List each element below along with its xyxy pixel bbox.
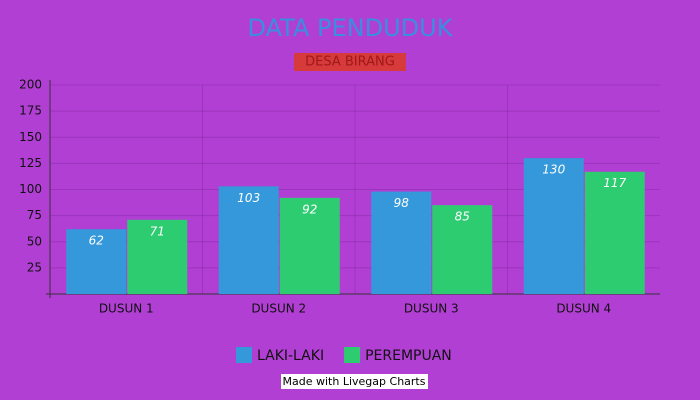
chart-title: DATA PENDUDUK: [248, 14, 454, 42]
footer-box: [281, 374, 428, 389]
x-tick-label: DUSUN 3: [404, 302, 459, 316]
value-label: 71: [150, 224, 165, 238]
bar: [523, 158, 584, 294]
legend-label: LAKI-LAKI: [257, 348, 324, 364]
bar: [279, 197, 340, 294]
legend-label: PEREMPUAN: [365, 348, 452, 364]
footer: Made with Livegap Charts: [283, 375, 426, 388]
value-label: 92: [302, 202, 317, 216]
y-tick-label: 75: [27, 208, 42, 222]
bar: [218, 186, 279, 294]
y-tick-label: 100: [19, 182, 42, 196]
chart-subtitle: DESA BIRANG: [305, 55, 395, 70]
bar: [127, 219, 188, 294]
y-tick-label: 150: [19, 130, 42, 144]
value-label: 130: [542, 163, 565, 177]
legend-swatch: [344, 347, 361, 363]
value-label: 98: [394, 196, 410, 210]
x-tick-label: DUSUN 2: [251, 302, 306, 316]
value-label: 62: [89, 234, 104, 248]
x-tick-label: DUSUN 1: [99, 302, 154, 316]
legend-swatch: [236, 347, 252, 363]
value-label: 103: [237, 191, 260, 205]
value-label: 117: [603, 176, 626, 190]
bar: [432, 205, 493, 294]
subtitle-box: [294, 53, 406, 71]
y-tick-label: 50: [27, 234, 42, 248]
y-tick-label: 200: [19, 78, 42, 92]
bar: [584, 171, 645, 294]
x-tick-label: DUSUN 4: [556, 302, 611, 316]
value-label: 85: [455, 210, 470, 224]
y-tick-label: 25: [27, 260, 42, 274]
y-tick-label: 125: [19, 156, 42, 170]
bar: [371, 191, 432, 294]
bar: [66, 229, 127, 294]
y-tick-label: 175: [19, 104, 42, 118]
